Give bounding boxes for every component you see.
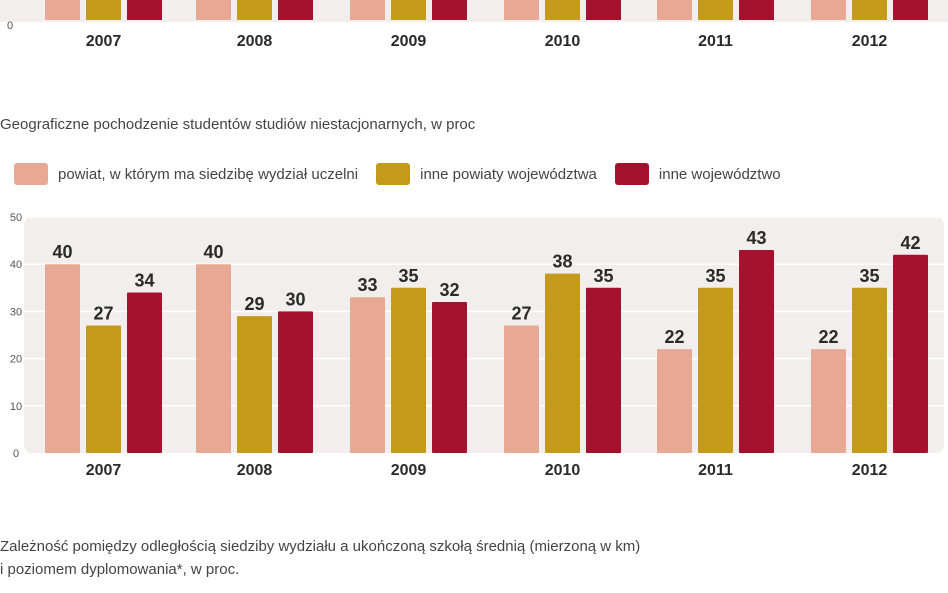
bar-2010-s2 bbox=[545, 273, 580, 453]
x-tick-label-2007: 2007 bbox=[86, 462, 122, 479]
bar-2007-s1 bbox=[45, 264, 80, 453]
previous-bar-2011-s2 bbox=[698, 0, 733, 20]
bar-value-label-2012-s2: 35 bbox=[859, 266, 879, 286]
previous-bar-2009-s3 bbox=[432, 0, 467, 20]
x-tick-label-2012: 2012 bbox=[852, 462, 888, 479]
previous-bar-2010-s3 bbox=[586, 0, 621, 20]
previous-bar-2012-s2 bbox=[852, 0, 887, 20]
previous-bar-2007-s1 bbox=[45, 0, 80, 20]
previous-bar-2008-s3 bbox=[278, 0, 313, 20]
bar-value-label-2008-s1: 40 bbox=[203, 242, 223, 262]
bar-value-label-2011-s1: 22 bbox=[664, 327, 684, 347]
bar-value-label-2007-s3: 34 bbox=[134, 271, 154, 291]
previous-bar-2008-s2 bbox=[237, 0, 272, 20]
previous-x-tick-label-2010: 2010 bbox=[545, 33, 581, 50]
x-tick-label-2010: 2010 bbox=[545, 462, 581, 479]
bar-chart: 0 10 20 30 40 50 40 27 34 40 29 30 33 35 32 27 38 35 22 35… bbox=[10, 212, 944, 479]
legend-item-other: inne województwo bbox=[614, 163, 781, 185]
bar-value-label-2011-s2: 35 bbox=[705, 266, 725, 286]
bar-value-label-2007-s1: 40 bbox=[52, 242, 72, 262]
previous-x-tick-label-2009: 2009 bbox=[391, 33, 427, 50]
bar-value-label-2012-s3: 42 bbox=[900, 233, 920, 253]
legend-swatch-other bbox=[614, 163, 649, 185]
bar-value-label-2008-s2: 29 bbox=[244, 294, 264, 314]
bar-value-label-2009-s1: 33 bbox=[357, 275, 377, 295]
bar-value-label-2009-s2: 35 bbox=[398, 266, 418, 286]
bar-2012-s3 bbox=[893, 254, 928, 453]
bar-2011-s3 bbox=[739, 250, 774, 453]
bar-2011-s2 bbox=[698, 287, 733, 453]
bar-2012-s1 bbox=[811, 349, 846, 453]
previous-bar-2012-s3 bbox=[893, 0, 928, 20]
bar-2009-s2 bbox=[391, 287, 426, 453]
bar-value-label-2007-s2: 27 bbox=[93, 304, 113, 324]
previous-chart-zero-label: 0 bbox=[7, 20, 13, 32]
bar-2008-s3 bbox=[278, 311, 313, 453]
previous-bar-2007-s3 bbox=[127, 0, 162, 20]
bar-2009-s1 bbox=[350, 297, 385, 453]
previous-bar-2011-s1 bbox=[657, 0, 692, 20]
legend-label-other: inne województwo bbox=[658, 165, 781, 183]
legend: powiat, w którym ma siedzibę wydział ucz… bbox=[14, 162, 799, 186]
legend-label-local: powiat, w którym ma siedzibę wydział ucz… bbox=[58, 165, 359, 183]
previous-x-tick-label-2008: 2008 bbox=[237, 33, 273, 50]
legend-swatch-local bbox=[14, 163, 48, 185]
bar-value-label-2008-s3: 30 bbox=[285, 289, 305, 309]
y-tick-label-50: 50 bbox=[10, 212, 22, 224]
bar-2012-s2 bbox=[852, 287, 887, 453]
legend-item-local: powiat, w którym ma siedzibę wydział ucz… bbox=[14, 163, 358, 185]
previous-bar-2009-s2 bbox=[391, 0, 426, 20]
y-tick-label-20: 20 bbox=[10, 354, 22, 366]
y-tick-label-0: 0 bbox=[13, 448, 19, 460]
bar-2010-s3 bbox=[586, 287, 621, 453]
next-chart-title-line2: i poziomem dyplomowania*, w proc. bbox=[0, 561, 240, 578]
y-tick-label-40: 40 bbox=[10, 259, 22, 271]
previous-x-tick-label-2011: 2011 bbox=[698, 33, 733, 50]
previous-x-tick-label-2007: 2007 bbox=[86, 33, 122, 50]
bar-2007-s3 bbox=[127, 292, 162, 453]
previous-bar-2011-s3 bbox=[739, 0, 774, 20]
bar-value-label-2009-s3: 32 bbox=[439, 280, 459, 300]
previous-chart-fragment: 0 2007 2008 2009 2010 2011 2012 bbox=[0, 0, 948, 50]
previous-bar-2009-s1 bbox=[350, 0, 385, 20]
legend-label-region: inne powiaty województwa bbox=[420, 165, 597, 183]
x-tick-label-2008: 2008 bbox=[237, 462, 273, 479]
bar-value-label-2010-s1: 27 bbox=[511, 304, 531, 324]
previous-bar-2010-s1 bbox=[504, 0, 539, 20]
previous-bar-2008-s1 bbox=[196, 0, 231, 20]
legend-swatch-region bbox=[376, 163, 411, 185]
bar-value-label-2012-s1: 22 bbox=[818, 327, 838, 347]
bar-value-label-2010-s3: 35 bbox=[593, 266, 613, 286]
previous-x-tick-label-2012: 2012 bbox=[852, 33, 888, 50]
bar-2008-s2 bbox=[237, 316, 272, 453]
x-tick-label-2009: 2009 bbox=[391, 462, 427, 479]
legend-item-region: inne powiaty województwa bbox=[376, 163, 597, 185]
bar-2009-s3 bbox=[432, 301, 467, 453]
previous-bar-2010-s2 bbox=[545, 0, 580, 20]
x-tick-label-2011: 2011 bbox=[698, 462, 733, 479]
bar-value-label-2011-s3: 43 bbox=[746, 228, 766, 248]
next-chart-title-line1: Zależność pomiędzy odległością siedziby … bbox=[0, 538, 641, 555]
previous-bar-2007-s2 bbox=[86, 0, 121, 20]
previous-bar-2012-s1 bbox=[811, 0, 846, 20]
bar-value-label-2010-s2: 38 bbox=[552, 252, 572, 272]
bar-2008-s1 bbox=[196, 264, 231, 453]
y-tick-label-30: 30 bbox=[10, 306, 22, 318]
bar-2010-s1 bbox=[504, 325, 539, 453]
bar-2007-s2 bbox=[86, 325, 121, 453]
bar-2011-s1 bbox=[657, 349, 692, 453]
chart-subtitle: Geograficzne pochodzenie studentów studi… bbox=[0, 116, 476, 133]
y-tick-label-10: 10 bbox=[10, 401, 22, 413]
